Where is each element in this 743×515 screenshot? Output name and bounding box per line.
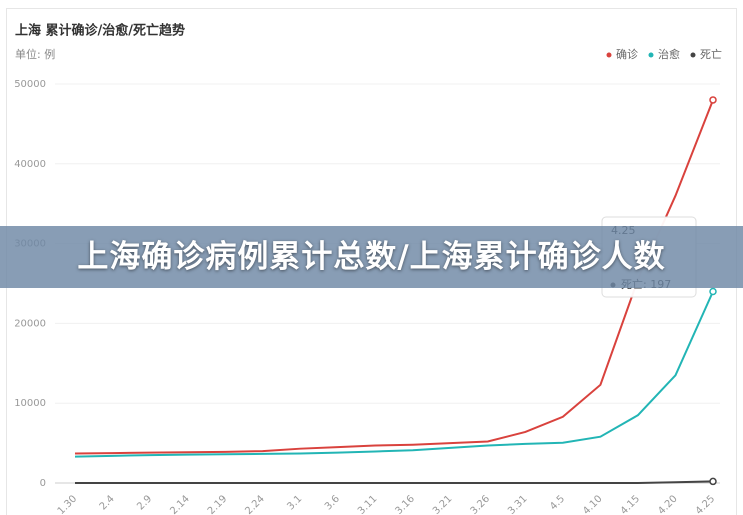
legend-marker bbox=[648, 52, 654, 58]
legend-label: 死亡 bbox=[700, 47, 722, 61]
legend-label: 治愈 bbox=[658, 47, 680, 61]
y-tick-label: 0 bbox=[40, 478, 46, 489]
y-tick-label: 20000 bbox=[14, 318, 46, 329]
end-point bbox=[709, 477, 717, 486]
end-point bbox=[709, 287, 717, 296]
y-tick-label: 10000 bbox=[14, 398, 46, 409]
legend-marker bbox=[690, 52, 696, 58]
y-tick-label: 50000 bbox=[14, 79, 46, 90]
series-line bbox=[75, 480, 714, 484]
y-tick-label: 40000 bbox=[14, 159, 46, 170]
legend-label: 确诊 bbox=[616, 47, 638, 61]
legend-marker bbox=[606, 52, 612, 58]
chart-subtitle: 单位: 例 bbox=[15, 47, 55, 61]
chart-title: 上海 累计确诊/治愈/死亡趋势 bbox=[15, 23, 185, 39]
series-line bbox=[74, 291, 714, 458]
end-point bbox=[709, 96, 717, 104]
series-line bbox=[74, 99, 714, 455]
banner: 上海确诊病例累计总数/上海累计确诊人数 bbox=[0, 226, 743, 288]
